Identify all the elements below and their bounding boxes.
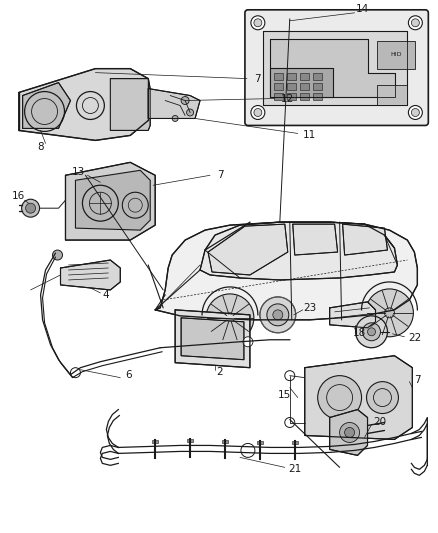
Circle shape — [285, 370, 295, 381]
Circle shape — [21, 199, 39, 217]
Polygon shape — [75, 171, 150, 230]
Circle shape — [366, 289, 413, 337]
Bar — [300, 93, 309, 100]
Polygon shape — [175, 310, 250, 368]
Text: 20: 20 — [373, 416, 386, 426]
Bar — [313, 72, 321, 79]
Text: 2: 2 — [217, 367, 223, 377]
Polygon shape — [110, 78, 150, 131]
Circle shape — [411, 109, 419, 117]
Circle shape — [172, 116, 178, 122]
Polygon shape — [305, 356, 413, 439]
Circle shape — [385, 308, 395, 318]
Polygon shape — [330, 302, 375, 328]
Polygon shape — [19, 69, 148, 140]
Polygon shape — [270, 39, 396, 96]
Polygon shape — [23, 83, 71, 128]
Circle shape — [411, 19, 419, 27]
Bar — [300, 83, 309, 90]
Polygon shape — [263, 31, 407, 104]
Circle shape — [225, 313, 235, 323]
Polygon shape — [155, 222, 417, 320]
Polygon shape — [60, 260, 120, 290]
Text: 12: 12 — [281, 93, 294, 103]
Text: 7: 7 — [217, 170, 223, 180]
Text: 23: 23 — [303, 303, 316, 313]
Text: 7: 7 — [254, 74, 261, 84]
Polygon shape — [330, 409, 367, 455]
FancyBboxPatch shape — [245, 10, 428, 125]
Circle shape — [408, 16, 422, 30]
Text: 6: 6 — [125, 370, 131, 379]
Bar — [287, 93, 296, 100]
Text: HID: HID — [391, 52, 402, 57]
Polygon shape — [208, 224, 288, 275]
Bar — [287, 83, 296, 90]
Polygon shape — [66, 163, 155, 240]
Circle shape — [267, 304, 289, 326]
Text: 14: 14 — [356, 4, 369, 14]
Bar — [287, 72, 296, 79]
Circle shape — [273, 310, 283, 320]
Text: 4: 4 — [102, 290, 109, 300]
Circle shape — [251, 106, 265, 119]
Polygon shape — [148, 88, 200, 118]
Circle shape — [243, 337, 253, 347]
Bar — [300, 72, 309, 79]
Text: 15: 15 — [278, 390, 291, 400]
Bar — [257, 441, 263, 444]
Text: 16: 16 — [12, 191, 25, 201]
Circle shape — [318, 376, 361, 419]
Text: 18: 18 — [353, 328, 366, 338]
Text: 21: 21 — [288, 464, 301, 474]
Circle shape — [367, 328, 375, 336]
Bar — [313, 83, 321, 90]
Circle shape — [181, 96, 189, 104]
Polygon shape — [270, 68, 332, 96]
Bar — [152, 440, 158, 443]
Polygon shape — [343, 224, 388, 255]
Bar — [274, 72, 283, 79]
Circle shape — [25, 203, 35, 213]
Circle shape — [251, 16, 265, 30]
Circle shape — [260, 297, 296, 333]
Text: 7: 7 — [414, 375, 420, 385]
Bar — [313, 93, 321, 100]
Polygon shape — [181, 318, 244, 360]
Polygon shape — [200, 222, 397, 280]
Circle shape — [254, 109, 262, 117]
Bar — [378, 41, 415, 69]
Text: 22: 22 — [408, 333, 421, 343]
Text: 13: 13 — [72, 167, 85, 177]
Bar — [378, 85, 407, 104]
Text: 8: 8 — [37, 142, 44, 152]
Circle shape — [367, 382, 399, 414]
Circle shape — [285, 417, 295, 427]
Circle shape — [356, 316, 388, 348]
Circle shape — [408, 106, 422, 119]
Bar — [187, 439, 193, 442]
Text: 11: 11 — [303, 131, 316, 140]
Circle shape — [71, 368, 81, 378]
Circle shape — [53, 250, 63, 260]
Circle shape — [187, 109, 194, 116]
Polygon shape — [293, 224, 338, 255]
Circle shape — [339, 423, 360, 442]
Bar — [292, 441, 298, 445]
Bar — [222, 440, 228, 443]
Circle shape — [345, 427, 355, 438]
Circle shape — [206, 294, 254, 342]
Circle shape — [363, 323, 381, 341]
Circle shape — [241, 443, 255, 457]
Bar — [274, 83, 283, 90]
Bar — [274, 93, 283, 100]
Circle shape — [254, 19, 262, 27]
